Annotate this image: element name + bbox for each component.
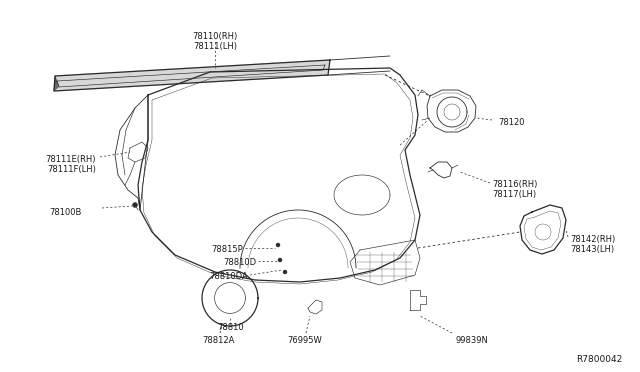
Text: 78142(RH)
78143(LH): 78142(RH) 78143(LH) bbox=[570, 235, 615, 254]
Text: 78815P: 78815P bbox=[211, 245, 243, 254]
Text: 78100B: 78100B bbox=[50, 208, 82, 217]
Circle shape bbox=[276, 243, 280, 247]
Text: 99839N: 99839N bbox=[455, 336, 488, 345]
Text: 78111E(RH)
78111F(LH): 78111E(RH) 78111F(LH) bbox=[45, 155, 96, 174]
Circle shape bbox=[278, 258, 282, 262]
Circle shape bbox=[132, 202, 138, 208]
Text: 78110(RH)
78111(LH): 78110(RH) 78111(LH) bbox=[193, 32, 237, 51]
Text: 78116(RH)
78117(LH): 78116(RH) 78117(LH) bbox=[492, 180, 538, 199]
Text: 76995W: 76995W bbox=[287, 336, 323, 345]
Text: R7800042: R7800042 bbox=[576, 355, 622, 364]
Text: 78120: 78120 bbox=[498, 118, 525, 127]
Polygon shape bbox=[54, 60, 330, 91]
Text: 78810D: 78810D bbox=[223, 258, 256, 267]
Text: 78812A: 78812A bbox=[202, 336, 234, 345]
Text: 78810: 78810 bbox=[218, 323, 244, 332]
Text: 78810DA: 78810DA bbox=[209, 272, 248, 281]
Circle shape bbox=[283, 270, 287, 274]
